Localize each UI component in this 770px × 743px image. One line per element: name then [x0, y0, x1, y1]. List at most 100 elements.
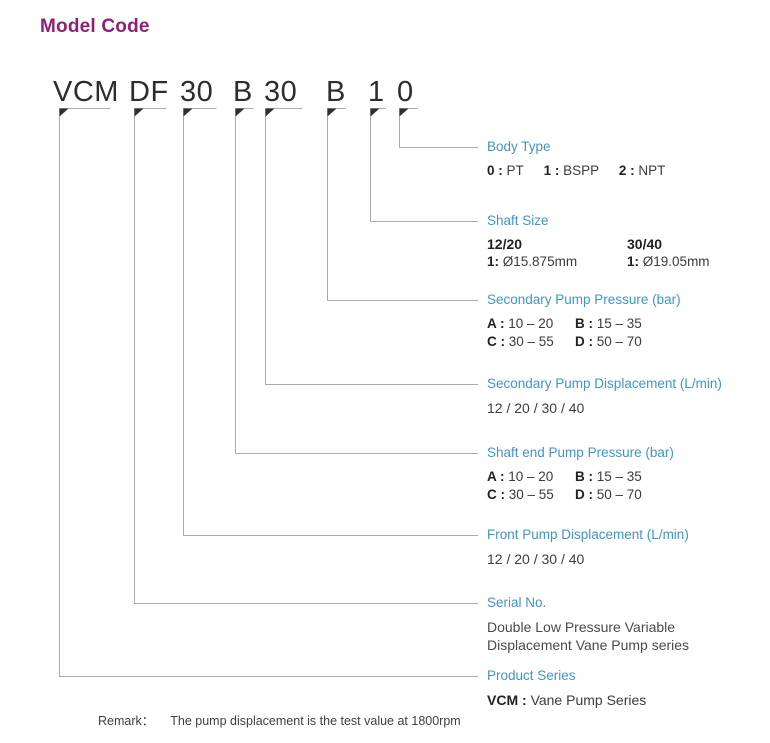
code-segment-shaft-end-pressure: B — [233, 76, 253, 108]
group-values: 12 / 20 / 30 / 40 — [487, 400, 585, 416]
pair-value: 50 – 70 — [596, 334, 642, 349]
column-value: 1: Ø15.875mm — [487, 253, 627, 271]
serial-description-line: Double Low Pressure Variable — [487, 619, 676, 635]
leader-line-secondary-displacement — [265, 108, 478, 385]
pair-value: 10 – 20 — [508, 469, 554, 484]
group-title: Body Type — [487, 139, 551, 154]
leader-line-shaft-end-pressure — [235, 108, 478, 454]
code-segment-product-series: VCM — [53, 76, 119, 108]
column-heading: 12/20 — [487, 236, 523, 252]
leader-line-serial-no — [134, 108, 478, 604]
corner-marker — [134, 108, 144, 117]
shaft-size-column: 30/40 1: Ø19.05mm — [627, 236, 710, 271]
group-values: A : 10 – 20 B : 15 – 35 C : 30 – 55 D : … — [487, 468, 674, 504]
pair-key: D : — [575, 487, 593, 502]
pair-key: C : — [487, 487, 505, 502]
leader-line-product-series — [59, 108, 478, 677]
pair-value: PT — [506, 163, 524, 178]
pair-key: VCM : — [487, 692, 527, 708]
value-pair: D : 50 – 70 — [575, 333, 681, 351]
remark-text: The pump displacement is the test value … — [170, 714, 461, 728]
remark: Remark： The pump displacement is the test… — [98, 710, 461, 729]
leader-line-secondary-pressure — [327, 108, 478, 301]
group-secondary-pump-displacement: Secondary Pump Displacement (L/min) 12 /… — [487, 376, 722, 417]
serial-description-line: Displacement Vane Pump series — [487, 637, 690, 653]
group-front-pump-displacement: Front Pump Displacement (L/min) 12 / 20 … — [487, 527, 689, 568]
corner-marker — [370, 108, 380, 117]
pair-key: 1: — [487, 254, 500, 269]
pair-key: 2 : — [618, 163, 635, 178]
code-segment-body-type: 0 — [397, 76, 414, 108]
value-pair: A : 10 – 20 — [487, 468, 575, 486]
group-title: Secondary Pump Pressure (bar) — [487, 292, 681, 307]
group-title: Shaft end Pump Pressure (bar) — [487, 445, 674, 460]
group-title: Secondary Pump Displacement (L/min) — [487, 376, 722, 391]
corner-marker — [59, 108, 69, 117]
pair-value: Ø19.05mm — [642, 254, 710, 269]
group-shaft-end-pump-pressure: Shaft end Pump Pressure (bar) A : 10 – 2… — [487, 445, 674, 504]
code-segment-secondary-displacement: 30 — [264, 76, 298, 108]
group-values: Double Low Pressure Variable Displacemen… — [487, 618, 689, 654]
value-pair: 2 : NPT — [619, 162, 666, 180]
shaft-size-column: 12/20 1: Ø15.875mm — [487, 236, 627, 271]
group-values: A : 10 – 20 B : 15 – 35 C : 30 – 55 D : … — [487, 315, 681, 351]
column-heading: 30/40 — [627, 236, 663, 252]
corner-marker — [327, 108, 337, 117]
pair-value: Ø15.875mm — [502, 254, 578, 269]
group-title: Shaft Size — [487, 213, 549, 228]
group-shaft-size: Shaft Size 12/20 1: Ø15.875mm 30/40 1: Ø… — [487, 213, 710, 271]
corner-marker — [399, 108, 409, 117]
pair-key: 0 : — [487, 163, 503, 178]
group-body-type: Body Type 0 : PT 1 : BSPP 2 : NPT — [487, 139, 665, 180]
group-product-series: Product Series VCM : Vane Pump Series — [487, 668, 646, 709]
group-title: Front Pump Displacement (L/min) — [487, 527, 689, 542]
pair-value: NPT — [638, 163, 666, 178]
corner-marker — [265, 108, 275, 117]
column-value: 1: Ø19.05mm — [627, 253, 710, 271]
pair-value: 10 – 20 — [508, 316, 554, 331]
pair-key: A : — [487, 469, 505, 484]
leader-line-front-displacement — [183, 108, 478, 536]
group-values: 12/20 1: Ø15.875mm 30/40 1: Ø19.05mm — [487, 236, 710, 271]
code-segment-serial-no: DF — [129, 76, 169, 108]
pair-key: C : — [487, 334, 505, 349]
pair-key: 1: — [627, 254, 640, 269]
code-segment-secondary-pressure: B — [326, 76, 346, 108]
group-serial-no: Serial No. Double Low Pressure Variable … — [487, 595, 689, 654]
group-title: Product Series — [487, 668, 576, 683]
pair-key: D : — [575, 334, 593, 349]
remark-label: Remark： — [98, 714, 155, 728]
pair-value: 15 – 35 — [596, 316, 642, 331]
pair-value: Vane Pump Series — [530, 692, 647, 708]
pair-key: B : — [575, 316, 593, 331]
group-title: Serial No. — [487, 595, 547, 610]
pair-value: BSPP — [563, 163, 600, 178]
value-pair: C : 30 – 55 — [487, 333, 575, 351]
value-pair: C : 30 – 55 — [487, 486, 575, 504]
pair-value: 15 – 35 — [596, 469, 642, 484]
leader-line-body-type — [399, 108, 478, 148]
value-pair: 1 : BSPP — [544, 162, 600, 180]
pair-key: B : — [575, 469, 593, 484]
group-values: VCM : Vane Pump Series — [487, 691, 646, 709]
code-segment-front-displacement: 30 — [180, 76, 214, 108]
value-pair: A : 10 – 20 — [487, 315, 575, 333]
value-pair: B : 15 – 35 — [575, 315, 681, 333]
pair-value: 50 – 70 — [596, 487, 642, 502]
value-pair: D : 50 – 70 — [575, 486, 674, 504]
group-values: 12 / 20 / 30 / 40 — [487, 551, 585, 567]
code-segment-shaft-size: 1 — [368, 76, 385, 108]
value-pair: 0 : PT — [487, 162, 524, 180]
pair-value: 30 – 55 — [508, 487, 554, 502]
pair-value: 30 – 55 — [508, 334, 554, 349]
pair-key: A : — [487, 316, 505, 331]
page-title: Model Code — [40, 16, 150, 37]
group-values: 0 : PT 1 : BSPP 2 : NPT — [487, 162, 665, 180]
pair-key: 1 : — [543, 163, 560, 178]
corner-marker — [235, 108, 245, 117]
corner-marker — [183, 108, 193, 117]
leader-line-shaft-size — [370, 108, 478, 222]
value-pair: B : 15 – 35 — [575, 468, 674, 486]
